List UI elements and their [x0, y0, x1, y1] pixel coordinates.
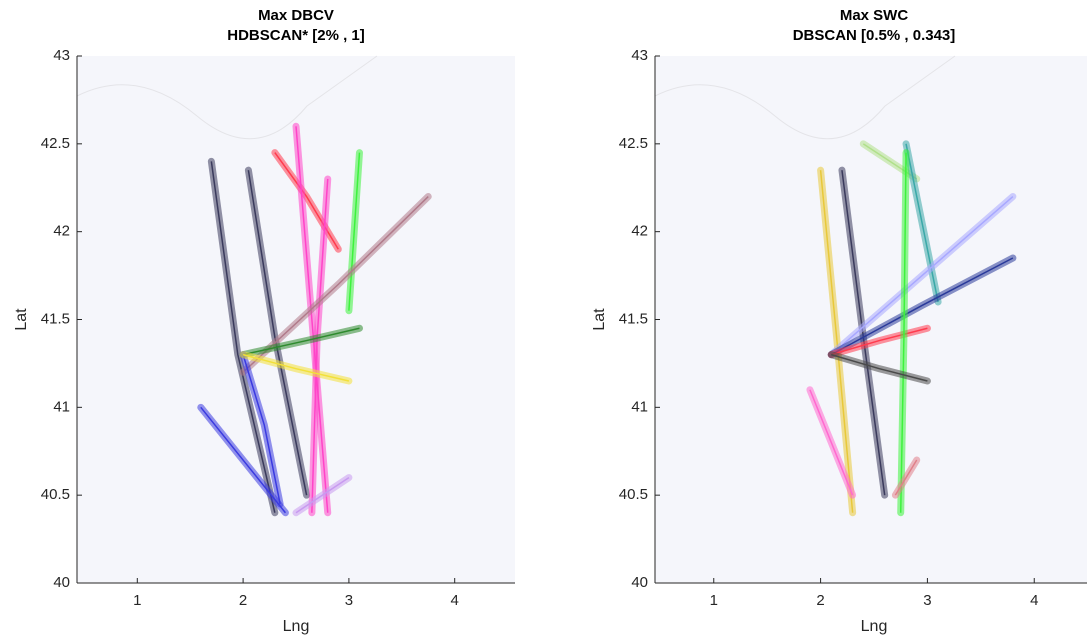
x-tick-label: 4: [451, 592, 459, 609]
y-axis-label: Lat: [13, 308, 30, 331]
x-tick-label: 4: [1030, 592, 1038, 609]
x-axis-label: Lng: [861, 618, 888, 635]
y-axis-label: Lat: [591, 308, 608, 331]
x-axis-label: Lng: [283, 618, 310, 635]
trajectory-core: [200, 406, 287, 514]
y-tick-label: 42.5: [41, 135, 70, 152]
trajectory-core: [242, 354, 281, 505]
trajectory-core: [242, 327, 360, 356]
chart-title: Max SWC: [840, 7, 909, 24]
y-tick-label: 42: [631, 223, 648, 240]
y-tick-label: 41: [53, 398, 70, 415]
trajectory-core: [831, 327, 928, 356]
trajectory-core: [809, 389, 854, 496]
y-tick-label: 43: [53, 47, 70, 64]
trajectory-core: [830, 257, 1014, 356]
trajectory-core: [348, 152, 361, 311]
y-tick-label: 40.5: [41, 486, 70, 503]
y-tick-label: 42.5: [619, 135, 648, 152]
coastline: [654, 55, 956, 140]
y-tick-label: 41.5: [619, 310, 648, 327]
y-tick-label: 43: [631, 47, 648, 64]
trajectory-core: [210, 161, 276, 513]
plot-area: [806, 140, 1017, 517]
x-tick-label: 1: [710, 592, 718, 609]
trajectory-core: [247, 170, 308, 496]
trajectory-core: [831, 353, 928, 382]
trajectory-core: [242, 353, 350, 382]
chart-subtitle: HDBSCAN* [2% , 1]: [227, 27, 365, 44]
trajectory-core: [905, 143, 939, 303]
y-tick-label: 40: [53, 574, 70, 591]
plot-area: [197, 122, 432, 517]
y-tick-label: 40.5: [619, 486, 648, 503]
trajectory-core: [295, 476, 350, 514]
x-tick-label: 2: [816, 592, 824, 609]
x-tick-label: 3: [923, 592, 931, 609]
trajectory-core: [242, 195, 429, 373]
coastline: [76, 55, 378, 140]
trajectory-core: [819, 170, 854, 513]
x-tick-label: 1: [133, 592, 141, 609]
trajectory-core: [894, 459, 918, 496]
x-tick-label: 3: [345, 592, 353, 609]
trajectory-core: [899, 152, 907, 513]
y-tick-label: 41.5: [41, 310, 70, 327]
y-tick-label: 41: [631, 398, 648, 415]
chart-subtitle: DBSCAN [0.5% , 0.343]: [793, 27, 956, 44]
trajectory-core: [295, 126, 329, 513]
y-tick-label: 42: [53, 223, 70, 240]
x-tick-label: 2: [239, 592, 247, 609]
chart-title: Max DBCV: [258, 7, 334, 24]
trajectory-core: [830, 195, 1014, 356]
trajectory-core: [274, 152, 339, 250]
y-tick-label: 40: [631, 574, 648, 591]
